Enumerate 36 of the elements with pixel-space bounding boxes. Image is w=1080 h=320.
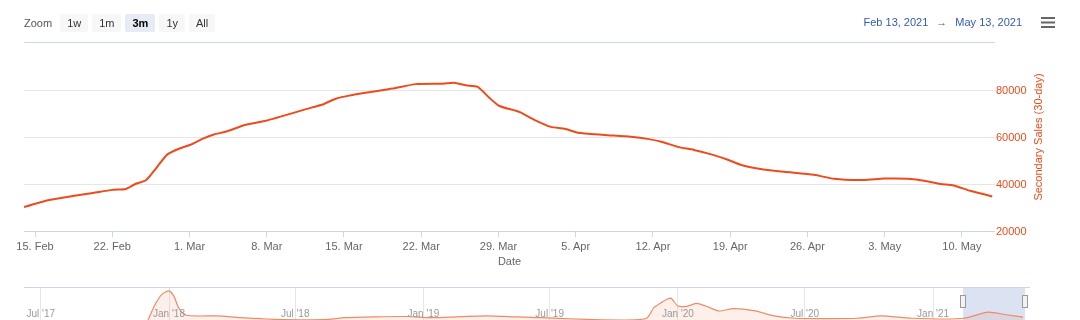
line-series [24,81,994,209]
text: 1w [60,14,89,32]
x-tick-label: 19. Apr [712,240,748,253]
text: Zoom [24,17,53,29]
x-tick-label: 29. Mar [479,240,518,253]
text: Feb 13, 2021 [863,16,929,28]
text: 1m [92,14,122,32]
y2-tick-label: 40000 [996,177,1027,190]
x-axis-title: Date [497,255,522,268]
text: All [189,14,216,32]
y2-tick-label: 60000 [996,130,1027,143]
y2-tick-label: 20000 [996,224,1027,237]
x-tick-label: Jan '20 [661,308,695,319]
x-tick-label: 26. Apr [789,240,826,253]
text: → [936,16,948,28]
x-tick-label: 5. Apr [561,240,591,253]
y2-axis-title: Secondary Sales (30-day) [1031,73,1044,201]
x-tick-label: 8. Mar [251,240,283,253]
x-tick-label: 22. Mar [402,240,441,253]
x-tick-label: 10. May [942,240,982,253]
x-tick-label: Jul '20 [790,308,820,319]
x-tick-label: Jul '17 [26,308,56,319]
text: 1y [159,14,185,32]
x-tick-label: 1. Mar [173,240,206,253]
x-tick-label: 12. Apr [635,240,671,253]
x-tick-label: Jul '19 [535,308,565,319]
x-tick-label: Jul '18 [280,308,310,319]
x-tick-label: 15. Mar [325,240,363,253]
x-tick-label: Jan '18 [153,308,186,319]
x-tick-label: 22. Feb [93,240,131,253]
x-tick-label: 15. Feb [16,240,54,253]
text: May 13, 2021 [955,16,1022,28]
x-tick-label: Jan '21 [917,308,950,319]
y2-tick-label: 80000 [996,83,1027,96]
x-tick-label: 3. May [868,240,902,253]
text: 3m [125,14,156,32]
